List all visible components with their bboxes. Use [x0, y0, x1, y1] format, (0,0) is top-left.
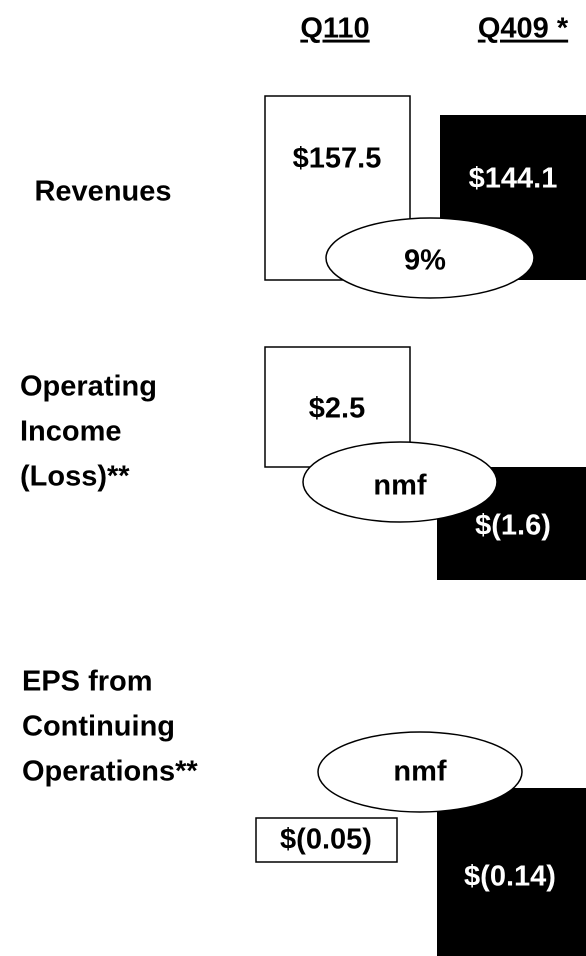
row-label: Operations** — [22, 756, 198, 788]
q110-value: $2.5 — [309, 393, 365, 425]
q110-value: $157.5 — [293, 143, 382, 175]
q409-value: $(1.6) — [475, 510, 551, 542]
row-label: Continuing — [22, 711, 175, 743]
column-header: Q409 * — [478, 13, 569, 45]
change-oval — [302, 441, 498, 523]
change-value: nmf — [393, 756, 447, 788]
q110-value: $(0.05) — [280, 824, 372, 856]
q409-value: $(0.14) — [464, 861, 556, 893]
change-oval — [317, 731, 523, 813]
q409-value: $144.1 — [469, 163, 558, 195]
row-label: EPS from — [22, 666, 153, 698]
change-value: 9% — [404, 245, 446, 277]
column-header: Q110 — [300, 13, 369, 45]
row-label: (Loss)** — [20, 461, 130, 493]
q409-box — [437, 788, 586, 956]
row-label: Operating — [20, 371, 157, 403]
q110-box — [255, 817, 398, 863]
row-label: Revenues — [34, 176, 171, 208]
change-value: nmf — [373, 470, 427, 502]
change-oval — [325, 217, 535, 299]
row-label: Income — [20, 416, 122, 448]
